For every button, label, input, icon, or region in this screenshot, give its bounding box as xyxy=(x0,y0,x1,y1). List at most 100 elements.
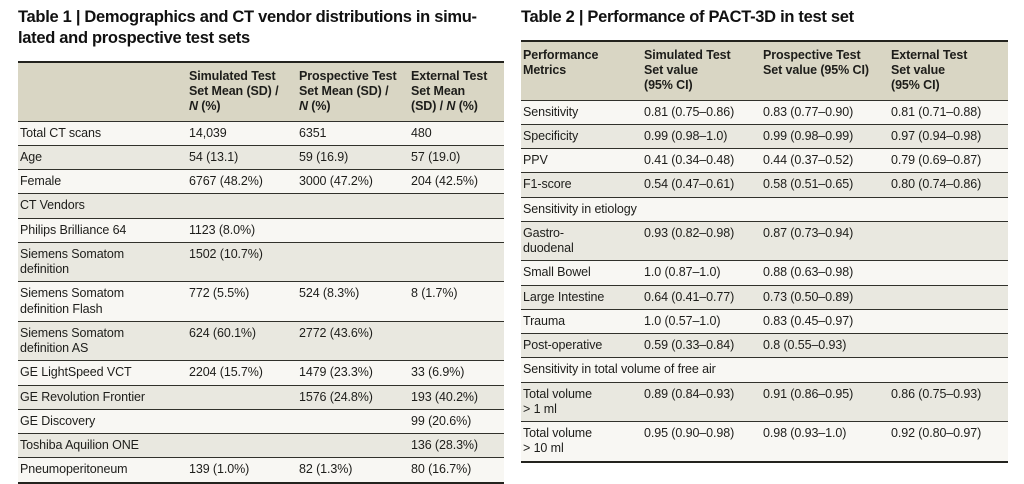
row-label: Siemens Somatom definition xyxy=(18,242,187,282)
table2-title: Table 2 | Performance of PACT-3D in test… xyxy=(521,8,854,26)
row-label: Sensitivity xyxy=(521,100,642,125)
cell-value: 1502 (10.7%) xyxy=(187,242,297,282)
cell-value: 0.86 (0.75–0.93) xyxy=(889,382,1008,422)
cell-value: 0.93 (0.82–0.98) xyxy=(642,221,761,261)
table-row: Siemens Somatom definition 1502 (10.7%) xyxy=(18,242,504,282)
cell-value: 0.44 (0.37–0.52) xyxy=(761,148,889,173)
cell-value xyxy=(297,193,409,219)
header-text: Prospective Test Set Mean (SD) / xyxy=(299,68,397,99)
cell-value: 0.83 (0.77–0.90) xyxy=(761,100,889,125)
header-italic-n: N xyxy=(299,99,308,114)
header-suffix: (%) xyxy=(455,99,478,114)
table-row: Female 6767 (48.2%) 3000 (47.2%) 204 (42… xyxy=(18,169,504,194)
cell-value: 0.41 (0.34–0.48) xyxy=(642,148,761,173)
cell-value: 1.0 (0.87–1.0) xyxy=(642,260,761,286)
cell-value xyxy=(409,193,504,219)
cell-value: 772 (5.5%) xyxy=(187,281,297,322)
row-label: Total volume > 1 ml xyxy=(521,382,642,422)
cell-value: 0.54 (0.47–0.61) xyxy=(642,172,761,198)
cell-value: 0.58 (0.51–0.65) xyxy=(761,172,889,198)
table2-panel: Table 2 | Performance of PACT-3D in test… xyxy=(521,0,1008,463)
table-row: Philips Brilliance 64 1123 (8.0%) xyxy=(18,218,504,243)
cell-value: 6767 (48.2%) xyxy=(187,169,297,194)
cell-value: 0.99 (0.98–0.99) xyxy=(761,124,889,149)
cell-value: 1.0 (0.57–1.0) xyxy=(642,309,761,334)
table2-header-metrics: Performance Metrics xyxy=(521,40,642,101)
cell-value: 0.64 (0.41–0.77) xyxy=(642,285,761,310)
cell-value: 2772 (43.6%) xyxy=(297,321,409,361)
cell-value: 0.91 (0.86–0.95) xyxy=(761,382,889,422)
header-italic-n: N xyxy=(446,99,456,114)
table-row: Total volume > 10 ml 0.95 (0.90–0.98) 0.… xyxy=(521,421,1008,462)
cell-value xyxy=(297,409,409,434)
table-row: Trauma 1.0 (0.57–1.0) 0.83 (0.45–0.97) xyxy=(521,309,1008,334)
row-label: Age xyxy=(18,145,187,170)
row-label: Specificity xyxy=(521,124,642,149)
table-row: Siemens Somatom definition AS 624 (60.1%… xyxy=(18,321,504,361)
table1-panel: Table 1 | Demographics and CT vendor dis… xyxy=(18,0,504,484)
cell-value: 82 (1.3%) xyxy=(297,457,409,483)
cell-value: 8 (1.7%) xyxy=(409,281,504,322)
row-label: Trauma xyxy=(521,309,642,334)
table-row-section: CT Vendors xyxy=(18,193,504,219)
table-row: Age 54 (13.1) 59 (16.9) 57 (19.0) xyxy=(18,145,504,170)
cell-value: 1479 (23.3%) xyxy=(297,360,409,386)
section-label: Sensitivity in etiology xyxy=(521,197,1008,222)
table-row: Post-operative 0.59 (0.33–0.84) 0.8 (0.5… xyxy=(521,333,1008,358)
row-label: Total volume > 10 ml xyxy=(521,421,642,462)
cell-value: 0.73 (0.50–0.89) xyxy=(761,285,889,310)
row-label: PPV xyxy=(521,148,642,173)
cell-value: 1576 (24.8%) xyxy=(297,385,409,410)
cell-value: 139 (1.0%) xyxy=(187,457,297,483)
cell-value: 524 (8.3%) xyxy=(297,281,409,322)
table1-demographics: Simulated Test Set Mean (SD) / N (%) Pro… xyxy=(18,60,504,484)
table-row: Sensitivity 0.81 (0.75–0.86) 0.83 (0.77–… xyxy=(521,100,1008,125)
table2-header-simulated: Simulated Test Set value (95% CI) xyxy=(642,40,761,101)
cell-value: 80 (16.7%) xyxy=(409,457,504,483)
row-label: Large Intestine xyxy=(521,285,642,310)
cell-value: 2204 (15.7%) xyxy=(187,360,297,386)
table-row: GE Discovery 99 (20.6%) xyxy=(18,409,504,434)
row-label: GE Discovery xyxy=(18,409,187,434)
row-label: GE LightSpeed VCT xyxy=(18,360,187,386)
table-row: PPV 0.41 (0.34–0.48) 0.44 (0.37–0.52) 0.… xyxy=(521,148,1008,173)
row-label: Philips Brilliance 64 xyxy=(18,218,187,243)
cell-value xyxy=(187,193,297,219)
row-label: Female xyxy=(18,169,187,194)
table-row: Toshiba Aquilion ONE 136 (28.3%) xyxy=(18,433,504,458)
cell-value: 99 (20.6%) xyxy=(409,409,504,434)
cell-value xyxy=(409,242,504,282)
table1-header-row: Simulated Test Set Mean (SD) / N (%) Pro… xyxy=(18,61,504,122)
table2-header-external: External Test Set value (95% CI) xyxy=(889,40,1008,101)
cell-value xyxy=(297,433,409,458)
cell-value: 0.83 (0.45–0.97) xyxy=(761,309,889,334)
cell-value: 6351 xyxy=(297,121,409,146)
table2-header-prospective: Prospective Test Set value (95% CI) xyxy=(761,40,889,101)
cell-value: 0.59 (0.33–0.84) xyxy=(642,333,761,358)
cell-value xyxy=(889,221,1008,261)
cell-value xyxy=(409,218,504,243)
table-row: F1-score 0.54 (0.47–0.61) 0.58 (0.51–0.6… xyxy=(521,172,1008,198)
row-label: CT Vendors xyxy=(18,193,187,219)
cell-value xyxy=(187,433,297,458)
cell-value: 136 (28.3%) xyxy=(409,433,504,458)
table-row: Total CT scans 14,039 6351 480 xyxy=(18,121,504,146)
cell-value xyxy=(297,242,409,282)
header-text: External Test Set Mean (SD) / xyxy=(411,68,488,114)
cell-value: 0.95 (0.90–0.98) xyxy=(642,421,761,462)
header-suffix: (%) xyxy=(197,99,221,114)
row-label: Gastro- duodenal xyxy=(521,221,642,261)
cell-value xyxy=(187,385,297,410)
table1-title: Table 1 | Demographics and CT vendor dis… xyxy=(18,8,477,47)
cell-value: 59 (16.9) xyxy=(297,145,409,170)
cell-value: 0.79 (0.69–0.87) xyxy=(889,148,1008,173)
table-row: GE Revolution Frontier 1576 (24.8%) 193 … xyxy=(18,385,504,410)
row-label: Siemens Somatom definition Flash xyxy=(18,281,187,322)
row-label: Post-operative xyxy=(521,333,642,358)
table-row: Total volume > 1 ml 0.89 (0.84–0.93) 0.9… xyxy=(521,382,1008,422)
table1-header-prospective: Prospective Test Set Mean (SD) / N (%) xyxy=(297,61,409,122)
table1-header-blank xyxy=(18,61,187,122)
cell-value: 3000 (47.2%) xyxy=(297,169,409,194)
cell-value: 14,039 xyxy=(187,121,297,146)
cell-value: 0.80 (0.74–0.86) xyxy=(889,172,1008,198)
